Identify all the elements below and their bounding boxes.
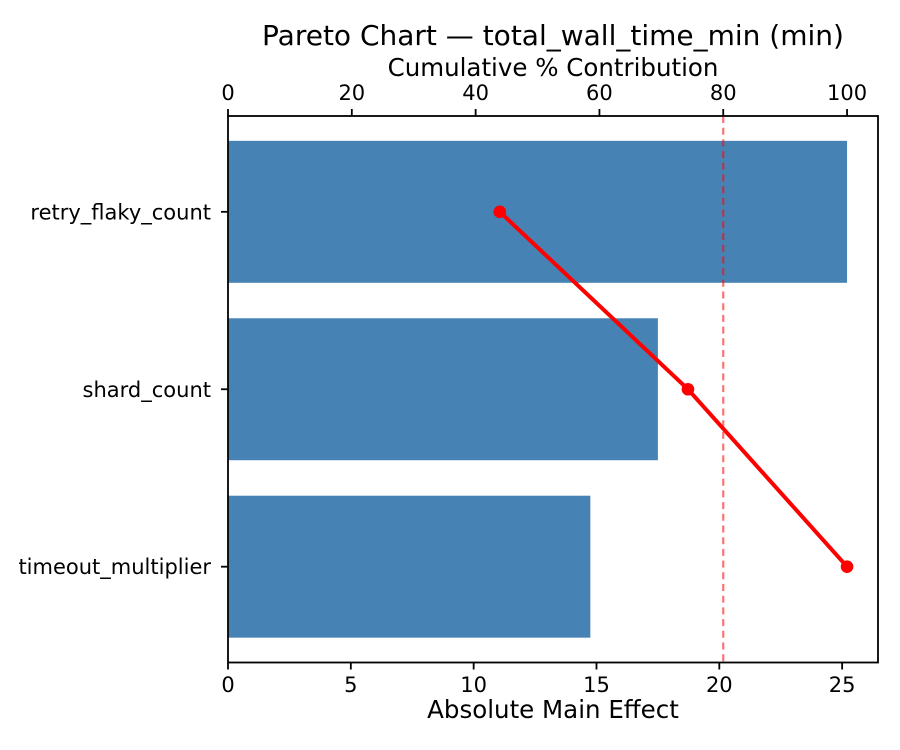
bottom-axis-label: Absolute Main Effect (427, 695, 679, 724)
cumulative-marker-retry_flaky_count (493, 205, 507, 219)
ytick-label-timeout_multiplier: timeout_multiplier (18, 555, 211, 580)
ytick-label-shard_count: shard_count (83, 378, 211, 403)
top-tick-label: 100 (827, 81, 867, 105)
top-tick-label: 0 (221, 81, 234, 105)
bottom-tick-label: 5 (344, 673, 357, 697)
top-tick-label: 40 (462, 81, 489, 105)
top-axis-label: Cumulative % Contribution (387, 53, 719, 82)
bar-retry_flaky_count (228, 140, 848, 283)
bar-shard_count (228, 318, 658, 461)
top-tick-label: 80 (710, 81, 737, 105)
bottom-tick-label: 25 (829, 673, 856, 697)
bottom-tick-label: 0 (221, 673, 234, 697)
bar-timeout_multiplier (228, 495, 591, 638)
cumulative-marker-shard_count (681, 382, 695, 396)
bottom-tick-label: 20 (706, 673, 733, 697)
cumulative-marker-timeout_multiplier (840, 560, 854, 573)
bottom-tick-label: 10 (460, 673, 487, 697)
chart-title: Pareto Chart — total_wall_time_min (min) (262, 19, 844, 52)
bottom-tick-label: 15 (583, 673, 610, 697)
top-tick-label: 20 (338, 81, 365, 105)
top-tick-label: 60 (586, 81, 613, 105)
ytick-label-retry_flaky_count: retry_flaky_count (30, 200, 211, 225)
